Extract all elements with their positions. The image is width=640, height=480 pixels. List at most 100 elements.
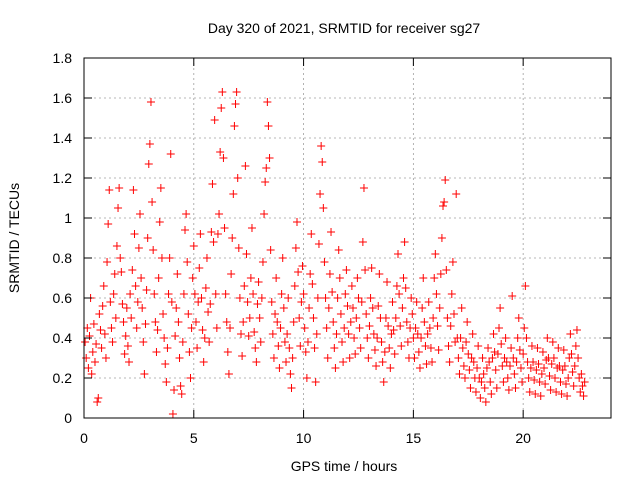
data-point (298, 262, 307, 270)
data-point (92, 340, 101, 348)
data-point (139, 338, 148, 346)
data-point (189, 242, 198, 250)
data-point (252, 358, 261, 366)
data-point (257, 294, 266, 302)
data-point (184, 310, 193, 318)
data-point (568, 368, 577, 376)
data-point (84, 364, 93, 372)
data-point (104, 220, 113, 228)
data-point (520, 324, 529, 332)
data-point (98, 302, 107, 310)
data-point (114, 204, 123, 212)
data-point (445, 358, 454, 366)
data-point (459, 362, 468, 370)
x-tick-label: 10 (296, 430, 312, 446)
data-point (409, 334, 418, 342)
data-point (112, 242, 121, 250)
data-point (247, 224, 256, 232)
data-point (126, 290, 135, 298)
data-point (198, 326, 207, 334)
data-point (482, 364, 491, 372)
data-point (551, 374, 560, 382)
data-point (182, 210, 191, 218)
data-point (311, 378, 320, 386)
data-point (466, 384, 475, 392)
data-point (116, 254, 125, 262)
data-point (508, 292, 517, 300)
data-point (145, 140, 154, 148)
data-point (516, 364, 525, 372)
data-point (488, 354, 497, 362)
data-point (414, 348, 423, 356)
data-point (157, 254, 166, 262)
data-point (345, 354, 354, 362)
data-point (366, 294, 375, 302)
data-point (441, 176, 450, 184)
data-point (224, 370, 233, 378)
data-point (283, 330, 292, 338)
data-point (81, 338, 90, 346)
data-point (403, 338, 412, 346)
data-point (541, 380, 550, 388)
data-point (267, 298, 276, 306)
data-point (561, 380, 570, 388)
data-point (402, 318, 411, 326)
data-point (579, 392, 588, 400)
data-point (294, 268, 303, 276)
data-point (456, 334, 465, 342)
data-point (127, 314, 136, 322)
y-axis-label: SRMTID / TECUs (6, 183, 22, 293)
data-point (313, 294, 322, 302)
y-tick-label: 1.6 (53, 90, 73, 106)
data-point (316, 190, 325, 198)
data-point (426, 344, 435, 352)
data-point (370, 346, 379, 354)
data-point (221, 290, 230, 298)
data-point (109, 290, 118, 298)
data-point (161, 360, 170, 368)
data-point (397, 342, 406, 350)
data-point (143, 234, 152, 242)
data-point (260, 210, 269, 218)
data-point (425, 324, 434, 332)
data-point (518, 378, 527, 386)
data-point (118, 300, 127, 308)
data-point (273, 318, 282, 326)
y-tick-label: 1.4 (53, 130, 73, 146)
data-point (276, 324, 285, 332)
data-point (433, 322, 442, 330)
data-point (232, 88, 241, 96)
data-point (268, 330, 277, 338)
data-point (481, 398, 490, 406)
data-point (264, 122, 273, 130)
data-point (305, 304, 314, 312)
data-point (216, 148, 225, 156)
data-point (131, 282, 140, 290)
data-point (372, 362, 381, 370)
data-point (101, 354, 110, 362)
data-point (275, 364, 284, 372)
data-point (120, 350, 129, 358)
data-point (95, 310, 104, 318)
data-point (336, 310, 345, 318)
data-point (330, 344, 339, 352)
data-point (570, 362, 579, 370)
data-point (504, 386, 513, 394)
data-point (462, 338, 471, 346)
data-point (289, 318, 298, 326)
data-point (546, 386, 555, 394)
axis-ticks: 0 0.2 0.4 0.6 0.8 1 1.2 1.4 1.6 1.8 0 5 10 15 20 (53, 50, 611, 446)
data-point (255, 314, 264, 322)
data-point (531, 390, 540, 398)
x-tick-label: 15 (406, 430, 422, 446)
data-point (521, 282, 530, 290)
data-point (485, 358, 494, 366)
data-point (206, 300, 215, 308)
data-point (243, 298, 252, 306)
data-point (111, 314, 120, 322)
data-point (452, 190, 461, 198)
data-point (274, 342, 283, 350)
data-point (369, 330, 378, 338)
data-point (191, 318, 200, 326)
data-point (545, 372, 554, 380)
